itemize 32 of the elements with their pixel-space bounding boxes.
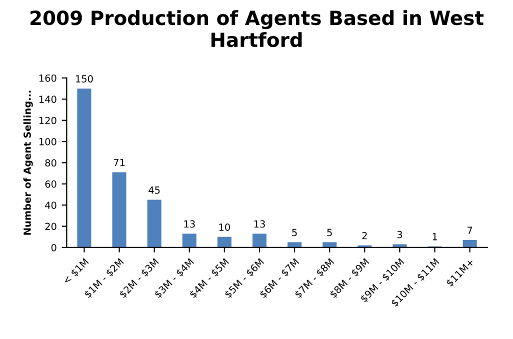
data-label: 5 — [327, 228, 332, 236]
data-label: 2 — [362, 232, 367, 240]
bar — [322, 242, 337, 248]
y-tick-label: 80 — [45, 159, 56, 167]
y-tick-label: 120 — [39, 116, 56, 124]
y-tick-label: 60 — [45, 180, 56, 188]
bar — [217, 236, 232, 248]
y-tick-label: 100 — [39, 138, 56, 146]
data-label: 13 — [254, 220, 265, 228]
data-label: 1 — [432, 233, 437, 240]
data-label: 71 — [114, 158, 125, 166]
bar — [147, 200, 162, 248]
bar — [288, 242, 302, 248]
bar — [112, 172, 126, 248]
data-label: 10 — [219, 223, 230, 231]
y-tick-label: 40 — [45, 202, 56, 209]
bar — [182, 234, 196, 248]
y-tick-label: 140 — [39, 96, 56, 103]
data-label: 3 — [397, 230, 402, 238]
y-axis-title: Number of Agent Selling... — [23, 90, 33, 235]
bar — [77, 88, 92, 248]
bar — [252, 234, 267, 248]
y-tick-label: 20 — [45, 222, 56, 230]
data-label: 5 — [292, 228, 297, 236]
y-tick-label: 160 — [39, 74, 56, 82]
bar — [462, 240, 477, 248]
y-tick-label: 0 — [51, 244, 56, 252]
data-label: 45 — [148, 186, 160, 194]
data-label: 150 — [76, 75, 93, 83]
data-label: 13 — [184, 220, 195, 228]
chart-title: 2009 Production of Agents Based in West Hartford — [30, 10, 484, 48]
data-label: 7 — [468, 226, 472, 234]
